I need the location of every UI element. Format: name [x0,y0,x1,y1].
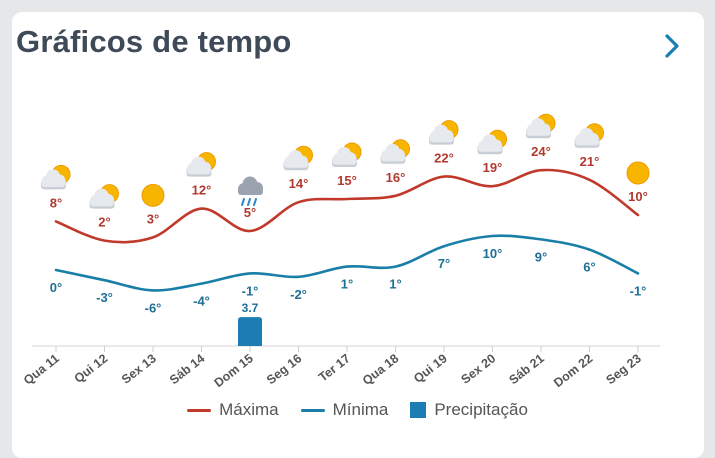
max-temp-label: 19° [483,160,503,175]
legend-max: Máxima [187,400,279,420]
max-temp-label: 21° [580,154,600,169]
partly-cloudy-icon [186,152,216,177]
min-temp-label: 1° [341,277,353,292]
partly-cloudy-icon [332,142,362,167]
max-temp-label: 24° [531,144,551,159]
max-temp-label: 12° [192,183,212,198]
chart-legend: Máxima Mínima Precipitação [0,400,715,420]
rain-cloud-icon [238,176,263,206]
sun-icon [141,183,165,207]
partly-cloudy-icon [429,120,459,145]
precip-bar [238,317,262,346]
min-temp-label: 6° [583,260,595,275]
max-temp-label: 14° [289,176,309,191]
min-temp-label: 10° [483,246,503,261]
x-tick-label: Dom 22 [551,351,595,390]
weather-chart: Qua 11 Qui 12 Sex 13 Sáb 14 Dom 15 Seg 16 Ter … [21,113,660,390]
chevron-right-icon[interactable] [660,28,684,64]
min-temp-label: -6° [145,300,162,315]
precip-label: 3.7 [242,301,259,315]
min-series-line [54,234,640,292]
min-temp-label: 1° [389,277,401,292]
partly-cloudy-icon [89,184,119,209]
min-temp-label: -1° [242,283,259,298]
max-series-line [54,168,640,244]
min-temp-label: -3° [96,290,113,305]
x-tick-label: Qua 11 [21,351,62,387]
legend-max-label: Máxima [219,400,279,419]
max-temp-label: 15° [337,173,357,188]
partly-cloudy-icon [41,164,71,190]
x-tick-label: Qui 19 [411,351,450,386]
min-temp-label: -1° [630,283,647,298]
weather-charts-card [12,12,704,458]
max-temp-label: 22° [434,151,454,166]
legend-min: Mínima [300,400,389,420]
x-tick-label: Sáb 14 [167,351,207,387]
max-temp-label: 10° [628,189,648,204]
min-temp-label: 7° [438,256,450,271]
partly-cloudy-icon [477,129,507,155]
x-tick-label: Seg 23 [603,351,643,387]
legend-max-swatch [187,408,212,412]
partly-cloudy-icon [574,123,604,148]
max-temp-label: 16° [386,170,406,185]
x-tick-label: Sáb 21 [506,351,546,387]
legend-min-label: Mínima [332,400,389,419]
x-tick-label: Qui 12 [72,351,111,386]
x-tick-label: Dom 15 [212,351,256,390]
x-tick-label: Ter 17 [316,351,353,384]
legend-precip: Precipitação [410,400,528,420]
x-tick-label: Sex 20 [459,351,499,386]
min-temp-label: -2° [290,287,307,302]
x-tick-label: Seg 16 [264,351,304,387]
partly-cloudy-icon [283,145,313,171]
max-temp-label: 8° [50,195,62,210]
legend-precip-label: Precipitação [434,400,528,419]
partly-cloudy-icon [526,113,556,139]
legend-precip-swatch [410,402,427,418]
max-temp-label: 5° [244,205,256,220]
sun-icon [626,161,650,185]
min-temp-label: -4° [193,294,210,309]
x-tick-label: Sex 13 [119,351,159,386]
min-temp-label: 9° [535,249,547,264]
page-title: Gráficos de tempo [16,24,292,59]
max-temp-label: 2° [98,215,110,230]
max-temp-label: 3° [147,211,159,226]
legend-min-swatch [300,408,325,412]
min-temp-label: 0° [50,280,62,295]
x-tick-label: Qua 18 [360,351,402,388]
partly-cloudy-icon [380,139,410,164]
